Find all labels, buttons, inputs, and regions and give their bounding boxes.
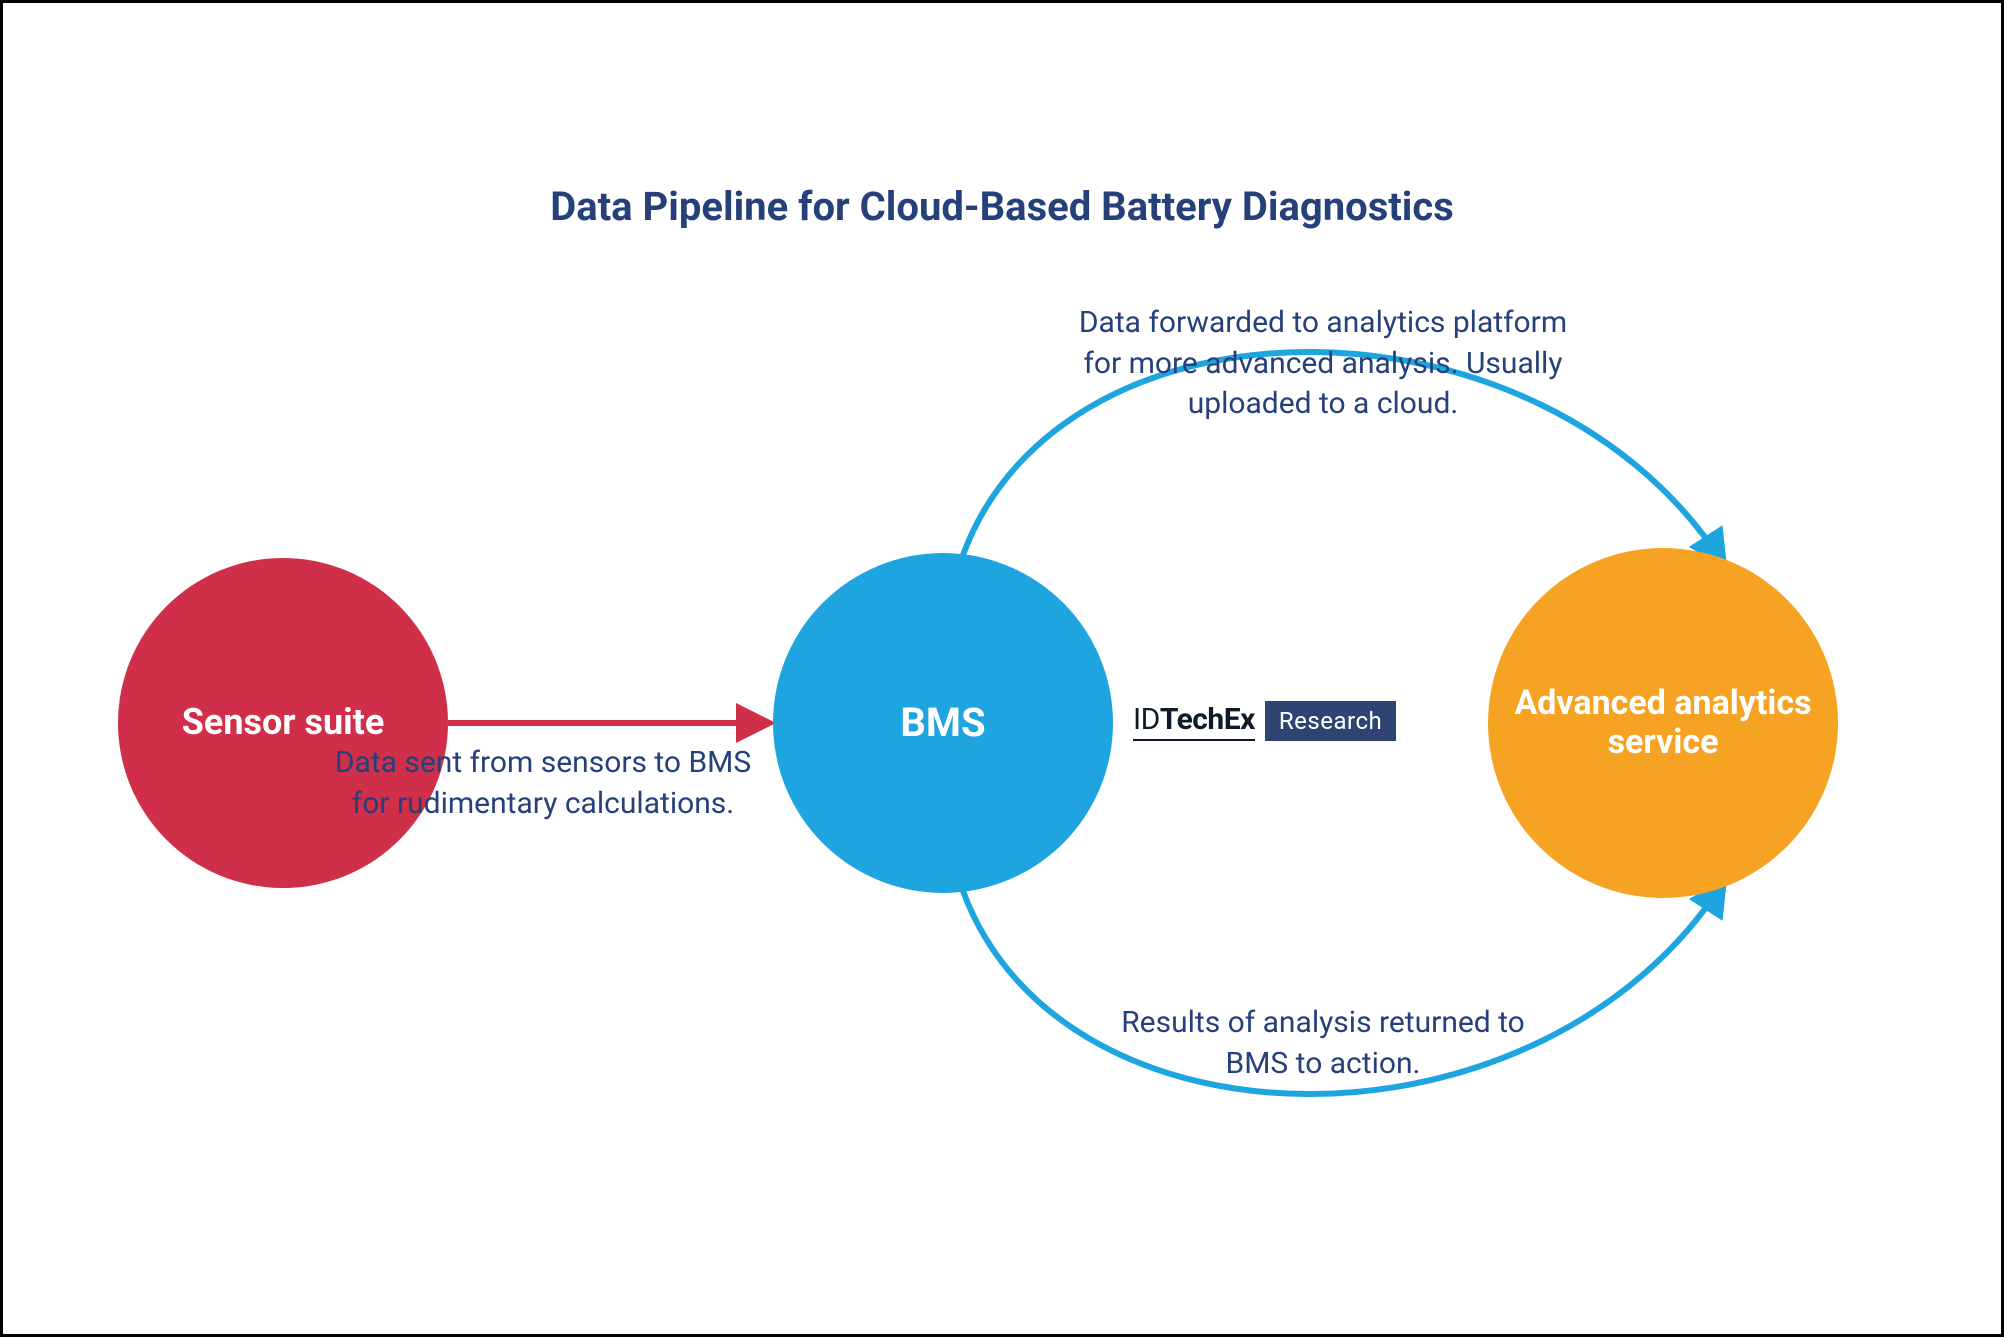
logo-research-badge: Research: [1265, 701, 1396, 741]
annotation-top-arc: Data forwarded to analytics platform for…: [1073, 303, 1573, 425]
logo-brand-text: IDTechEx: [1133, 702, 1255, 741]
node-sensor-suite: Sensor suite: [118, 558, 448, 888]
diagram-title: Data Pipeline for Cloud-Based Battery Di…: [3, 183, 2001, 230]
node-bms: BMS: [773, 553, 1113, 893]
node-label: BMS: [900, 700, 985, 746]
annotation-bottom-arc: Results of analysis returned to BMS to a…: [1093, 1003, 1553, 1084]
diagram-frame: Data Pipeline for Cloud-Based Battery Di…: [0, 0, 2004, 1337]
annotation-sensor-to-bms: Data sent from sensors to BMS for rudime…: [323, 743, 763, 824]
node-label: Advanced analytics service: [1508, 684, 1818, 762]
idtechex-logo: IDTechEx Research: [1133, 701, 1396, 741]
node-analytics: Advanced analytics service: [1488, 548, 1838, 898]
node-label: Sensor suite: [182, 702, 385, 743]
